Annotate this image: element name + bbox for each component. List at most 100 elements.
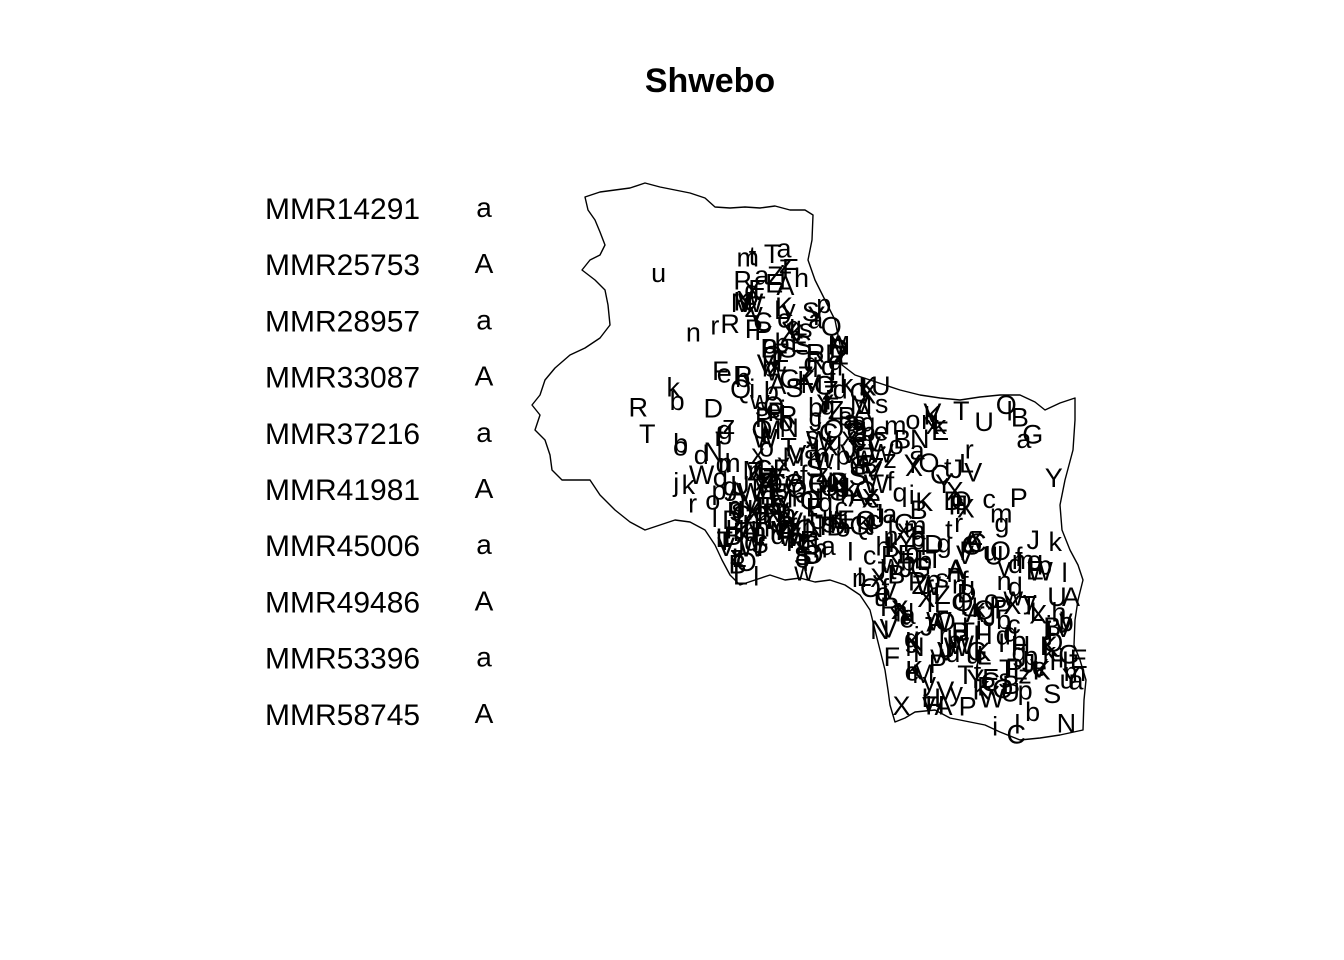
point-label: J	[809, 407, 823, 437]
legend-code: MMR45006	[265, 530, 420, 563]
point-label: s	[823, 508, 837, 538]
point-label: k	[1043, 637, 1057, 667]
point-label: M	[850, 390, 873, 420]
point-label: g	[729, 491, 744, 521]
point-label: T	[1020, 591, 1037, 621]
point-label: T	[958, 617, 975, 647]
point-label: K	[856, 509, 874, 539]
point-label: t	[945, 515, 953, 545]
region-outline-shwebo	[531, 182, 1087, 741]
legend-code: MMR58745	[265, 699, 420, 732]
point-label: U	[871, 371, 891, 401]
point-label: w	[880, 549, 901, 579]
point-label: D	[826, 511, 846, 541]
point-label: g	[904, 623, 919, 653]
point-label: r	[965, 434, 974, 464]
point-label: q	[820, 390, 835, 420]
point-label: n	[883, 521, 898, 551]
legend-symbol: A	[475, 248, 494, 279]
point-label: X	[946, 477, 964, 507]
legend-symbol: a	[476, 304, 492, 335]
point-label: C	[732, 500, 752, 530]
point-label: P	[1005, 653, 1023, 683]
point-label: B	[887, 560, 905, 590]
point-label: m	[792, 483, 815, 513]
point-label: O	[951, 486, 972, 516]
point-label: P	[1010, 483, 1028, 513]
point-label: M	[752, 473, 775, 503]
point-label: T	[953, 396, 970, 426]
point-label: N	[779, 413, 799, 443]
point-label: h	[1051, 598, 1066, 628]
point-label: b	[735, 363, 750, 393]
point-label: A	[1062, 582, 1080, 612]
point-label: P	[989, 591, 1007, 621]
point-label: m	[789, 524, 812, 554]
point-label: n	[921, 405, 936, 435]
point-label: a	[1016, 424, 1032, 454]
point-label: o	[905, 405, 920, 435]
point-label: j	[672, 468, 679, 498]
point-label: e	[1027, 545, 1042, 575]
point-label: u	[966, 640, 981, 670]
point-label: Z	[822, 376, 839, 406]
point-label: C	[795, 514, 815, 544]
point-label: L	[1013, 655, 1028, 685]
point-label: Q	[849, 511, 870, 541]
point-label: b	[996, 605, 1011, 635]
point-label: s	[731, 494, 745, 524]
legend-code: MMR33087	[265, 362, 420, 395]
point-label: k	[840, 369, 854, 399]
point-label: q	[818, 488, 833, 518]
point-label: J	[950, 454, 964, 484]
point-label: O	[992, 674, 1013, 704]
point-label: t	[901, 600, 909, 630]
point-label: G	[849, 451, 870, 481]
point-label: m	[737, 242, 760, 272]
point-label: r	[715, 422, 724, 452]
point-label: y	[770, 455, 784, 485]
point-label: A	[768, 370, 786, 400]
point-label: T	[815, 511, 832, 541]
point-label: M	[731, 288, 754, 318]
point-label: T	[950, 490, 967, 520]
point-label: B	[728, 550, 746, 580]
point-label: j	[961, 608, 968, 638]
point-label: h	[947, 626, 962, 656]
point-label: R	[720, 309, 740, 339]
legend-symbol: A	[475, 585, 494, 616]
point-label: d	[1008, 572, 1023, 602]
point-label: p	[1018, 676, 1033, 706]
point-label: U	[1047, 582, 1067, 612]
point-label: a	[1068, 665, 1084, 695]
point-label: U	[730, 470, 750, 500]
legend-code: MMR49486	[265, 586, 420, 619]
point-label: J	[920, 611, 934, 641]
point-label: z	[777, 514, 791, 544]
point-label: R	[770, 484, 790, 514]
point-label: n	[946, 558, 961, 588]
point-label: A	[926, 608, 944, 638]
point-label: E	[855, 442, 873, 472]
point-label: h	[813, 534, 828, 564]
point-label: k	[933, 410, 947, 440]
point-label: b	[781, 499, 796, 529]
point-label: i	[749, 374, 755, 404]
point-label: L	[733, 561, 748, 591]
point-label: X	[781, 317, 799, 347]
point-label: m	[904, 511, 927, 541]
point-label: Y	[935, 469, 953, 499]
point-label: l	[747, 495, 753, 525]
point-label: d	[996, 621, 1011, 651]
point-label: P	[994, 595, 1012, 625]
point-label: T	[957, 660, 974, 690]
point-label: j	[1046, 616, 1053, 646]
point-label: S	[829, 477, 847, 507]
point-label: A	[740, 516, 758, 546]
point-label: z	[767, 352, 781, 382]
point-label: e	[874, 416, 889, 446]
point-label: e	[866, 484, 881, 514]
point-label: n	[757, 505, 772, 535]
point-label: S	[794, 330, 812, 360]
